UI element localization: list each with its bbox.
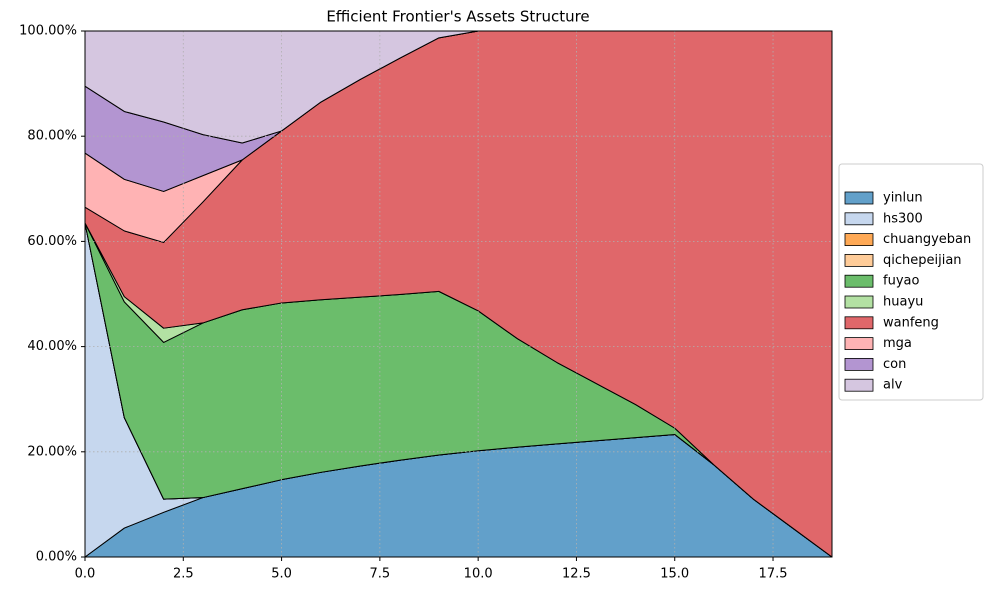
legend-swatch: [844, 357, 874, 371]
legend-swatch: [844, 233, 874, 247]
y-tick-label: 20.00%: [27, 444, 77, 459]
y-tick-label: 40.00%: [27, 339, 77, 354]
legend-box: [838, 163, 984, 401]
legend-label: huayu: [883, 295, 923, 310]
x-tick-label: 2.5: [173, 567, 194, 582]
y-tick-label: 60.00%: [27, 234, 77, 249]
legend-label: yinlun: [883, 191, 923, 206]
legend-label: mga: [883, 336, 912, 351]
y-tick-label: 100.00%: [19, 24, 77, 39]
legend-swatch: [844, 191, 874, 205]
legend-swatch: [844, 295, 874, 309]
legend-label: chuangyeban: [883, 232, 971, 247]
legend-label: alv: [883, 378, 903, 393]
y-tick-label: 0.00%: [36, 550, 77, 565]
x-tick-label: 17.5: [759, 567, 788, 582]
y-tick-label: 80.00%: [27, 129, 77, 144]
legend-swatch: [844, 212, 874, 226]
x-tick-label: 0.0: [75, 567, 96, 582]
x-tick-label: 15.0: [660, 567, 689, 582]
legend-label: hs300: [883, 211, 923, 226]
legend-label: fuyao: [883, 274, 919, 289]
legend-swatch: [844, 316, 874, 330]
legend-swatch: [844, 378, 874, 392]
plot-frame: [84, 30, 833, 558]
legend-swatch: [844, 253, 874, 267]
x-tick-label: 12.5: [562, 567, 591, 582]
legend-swatch: [844, 274, 874, 288]
x-tick-label: 10.0: [464, 567, 493, 582]
legend-label: wanfeng: [883, 315, 939, 330]
chart-title: Efficient Frontier's Assets Structure: [326, 8, 589, 26]
legend-label: qichepeijian: [883, 253, 962, 268]
x-tick-label: 5.0: [271, 567, 292, 582]
legend-label: con: [883, 357, 906, 372]
x-tick-label: 7.5: [370, 567, 391, 582]
legend-swatch: [844, 337, 874, 351]
